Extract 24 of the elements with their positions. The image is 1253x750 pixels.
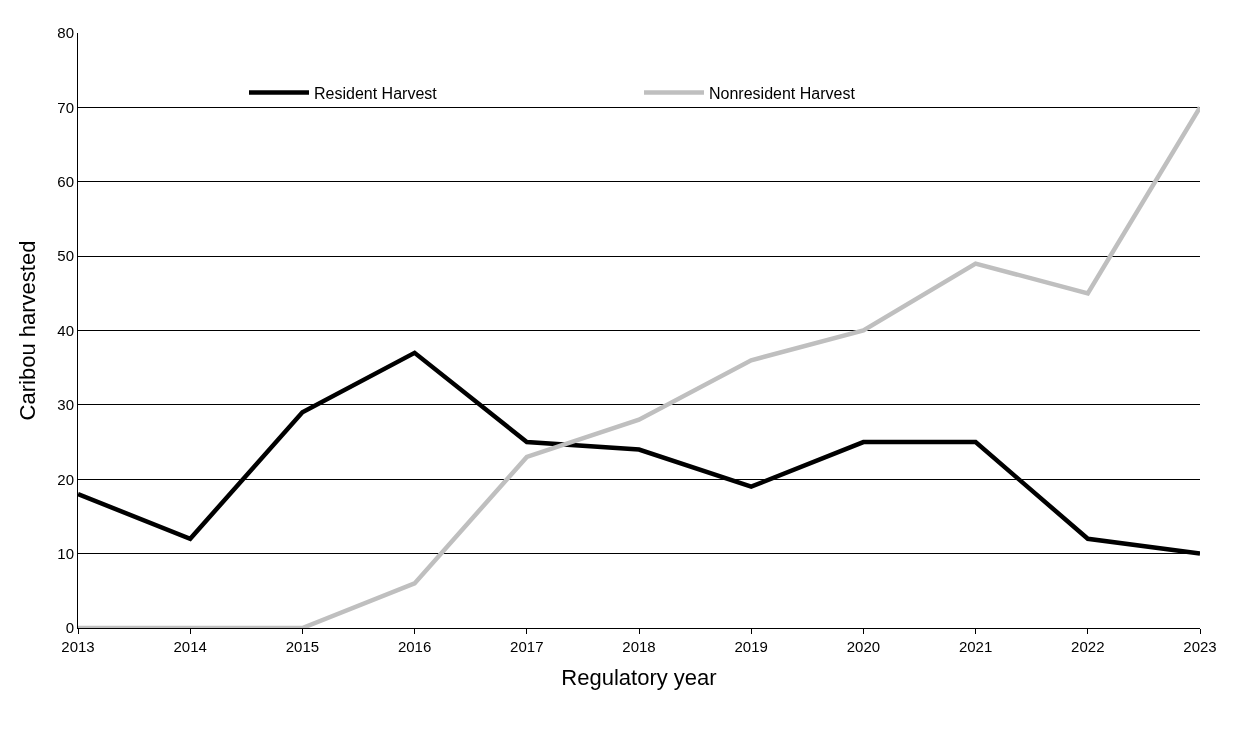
y-tick-label: 60 [57,173,74,190]
y-axis-title: Caribou harvested [15,240,41,421]
y-tick-label: 50 [57,247,74,265]
x-tick-label: 2018 [622,638,656,655]
x-tick-label: 2019 [734,638,768,655]
x-tick-label: 2021 [958,638,993,655]
x-tick-label: 2016 [397,638,432,655]
x-tick-label: 2022 [1071,638,1105,655]
y-tick-label: 0 [65,619,74,637]
x-tick-label: 2015 [285,638,320,655]
y-tick-label: 10 [57,544,74,562]
legend-label: Resident Harvest [314,84,438,102]
y-tick-label: 80 [57,24,74,42]
y-tick-label: 20 [57,470,74,488]
x-tick-label: 2014 [173,638,207,655]
legend-label: Nonresident Harvest [709,84,856,102]
x-tick-label: 2017 [510,638,544,655]
y-tick-label: 40 [57,321,74,339]
x-tick-label: 2020 [846,638,881,655]
y-tick-label: 70 [57,98,74,116]
x-tick-label: 2013 [61,638,95,655]
x-axis-title: Regulatory year [561,664,717,690]
y-tick-label: 30 [57,396,74,414]
x-tick-label: 2023 [1183,638,1217,655]
